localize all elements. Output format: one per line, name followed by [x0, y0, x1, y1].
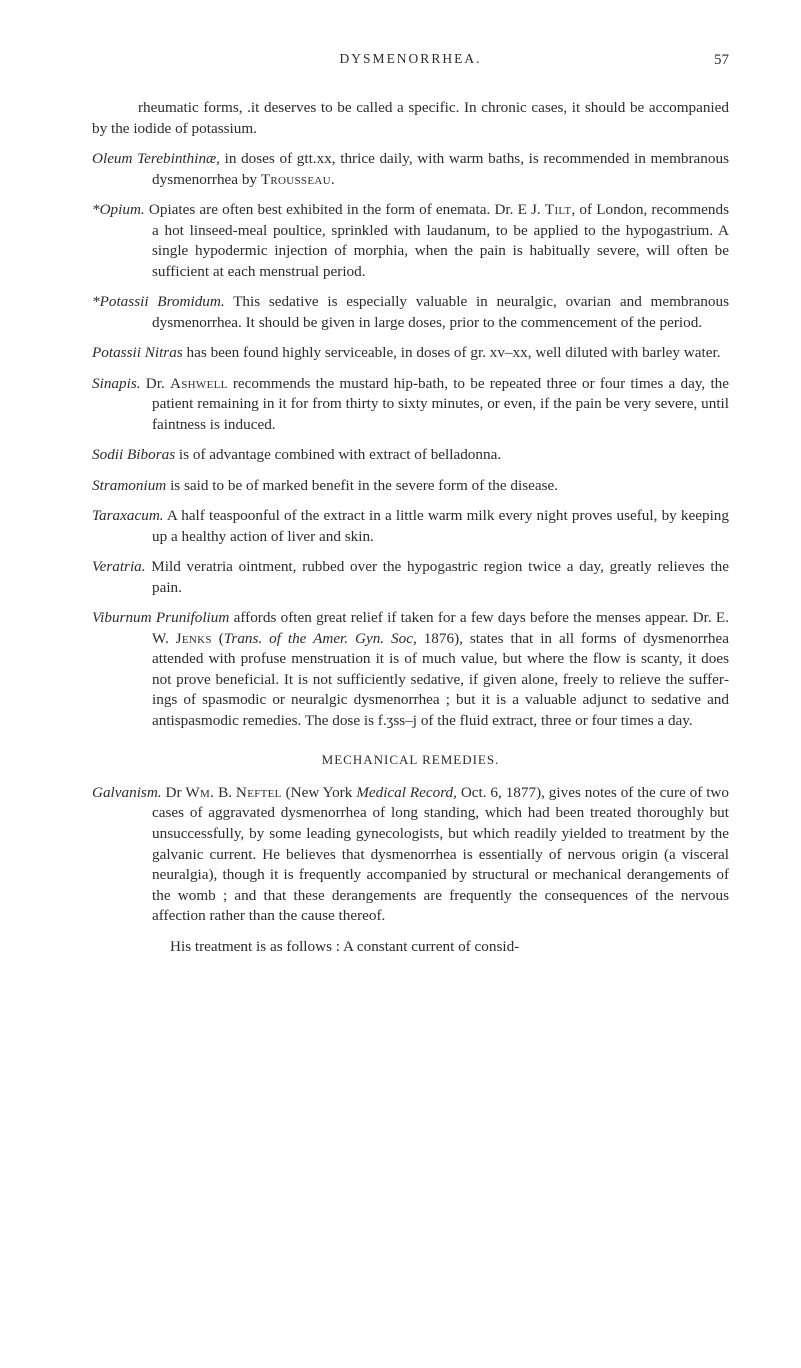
body-stram: is said to be of marked benefit in the s… [166, 477, 558, 494]
sc-trousseau: Trousseau. [261, 171, 335, 188]
sc-neftel: Neftel [236, 784, 282, 801]
entry-galvanism: Galvanism. Dr Wm. B. Neftel (New York Me… [92, 783, 729, 927]
body-vib-2: ( [212, 630, 224, 647]
sc-wm: Wm. [185, 784, 214, 801]
entry-rheumatic: rheumatic forms, .it deserves to be call… [92, 98, 729, 139]
body-sinapis-1: Dr. [141, 375, 170, 392]
lead-sodii: Sodii Biboras [92, 446, 175, 463]
lead-verat: Veratria. [92, 558, 146, 575]
entry-opium: *Opium. Opiates are often best exhibited… [92, 200, 729, 282]
running-title: DYSMENORRHEA. [340, 50, 482, 68]
body-galv-1: Dr [162, 784, 186, 801]
section-mechanical-remedies: MECHANICAL REMEDIES. [92, 751, 729, 769]
page: DYSMENORRHEA. 57 rheumatic forms, .it de… [0, 0, 801, 1368]
lead-potbrom: *Potassii Bromidum. [92, 293, 225, 310]
entry-galvanism-cont: His treatment is as follows : A constant… [92, 937, 729, 958]
lead-vib: Viburnum Prunifolium [92, 609, 229, 626]
lead-galv: Galvanism. [92, 784, 162, 801]
body-sinapis-2: recommends the mustard hip-bath, to be r… [152, 375, 729, 433]
body-galv-2: (New York [282, 784, 357, 801]
entry-oleum: Oleum Terebinthinæ, in doses of gtt.xx, … [92, 149, 729, 190]
entry-sodii-biboras: Sodii Biboras is of advantage combined w… [92, 445, 729, 466]
lead-potnit: Potassii Nitras [92, 344, 183, 361]
lead-oleum: Oleum Terebinthinæ, [92, 150, 220, 167]
lead-tarax: Taraxacum. [92, 507, 164, 524]
sc-jenks: Jenks [176, 630, 212, 647]
body-opium-1: Opiates are often best exhibited in the … [145, 201, 545, 218]
entry-taraxacum: Taraxacum. A half teaspoonful of the ext… [92, 506, 729, 547]
lead-sinapis: Sinapis. [92, 375, 141, 392]
sc-tilt: Tilt [545, 201, 572, 218]
body-potbrom: This sedative is especially valuable in … [152, 293, 729, 331]
lead-opium: *Opium. [92, 201, 145, 218]
entry-viburnum: Viburnum Prunifolium affords often great… [92, 608, 729, 731]
it-trans: Trans. of the Amer. Gyn. Soc [224, 630, 413, 647]
entry-sinapis: Sinapis. Dr. Ashwell recommends the must… [92, 374, 729, 436]
lead-stram: Stramonium [92, 477, 166, 494]
running-header: DYSMENORRHEA. 57 [92, 50, 729, 76]
body-verat: Mild veratria ointment, rubbed over the … [146, 558, 729, 596]
entry-veratria: Veratria. Mild veratria ointment, rubbed… [92, 557, 729, 598]
page-number: 57 [714, 50, 729, 70]
body-galv-1b: B. [214, 784, 236, 801]
body-potnit: has been found highly serviceable, in do… [183, 344, 721, 361]
it-medrecord: Medical Record, [356, 784, 457, 801]
body-oleum-1: in doses of gtt.xx, thrice daily, with w… [152, 150, 729, 188]
sc-ashwell: Ashwell [170, 375, 228, 392]
entry-potassii-bromidum: *Potassii Bromidum. This sedative is esp… [92, 292, 729, 333]
body-galv-3: Oct. 6, 1877), gives notes of the cure o… [152, 784, 729, 924]
entry-potassii-nitras: Potassii Nitras has been found highly se… [92, 343, 729, 364]
body-sodii: is of advantage combined with extract of… [175, 446, 501, 463]
entry-stramonium: Stramonium is said to be of marked benef… [92, 476, 729, 497]
body-tarax: A half teaspoonful of the extract in a l… [152, 507, 729, 545]
